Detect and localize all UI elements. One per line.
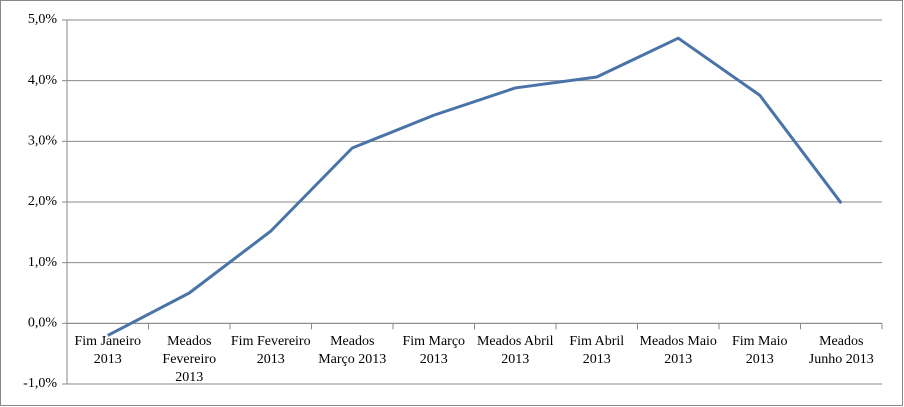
x-tick-label: Meados Fevereiro 2013 [162, 334, 217, 386]
x-tick-label: Meados Junho 2013 [808, 334, 874, 368]
x-tick-label: Meados Abril 2013 [476, 334, 554, 368]
x-tick-label: Fim Fevereiro 2013 [230, 334, 311, 368]
y-tick-label: 4,0% [28, 73, 58, 88]
x-tick-label: Fim Abril 2013 [569, 334, 625, 368]
x-tick-label: Fim Maio 2013 [731, 334, 788, 368]
y-tick-label: -1,0% [23, 376, 57, 391]
data-line [107, 36, 843, 337]
x-tick-label: Meados Maio 2013 [639, 334, 717, 368]
x-tick-label: Fim Janeiro 2013 [74, 334, 142, 368]
x-tick-label: Fim Março 2013 [402, 334, 466, 368]
y-tick-label: 2,0% [28, 194, 58, 209]
y-tick-label: 1,0% [28, 255, 58, 270]
y-tick-label: 0,0% [28, 316, 58, 331]
x-tick-label: Meados Março 2013 [318, 334, 387, 368]
y-tick-label: 3,0% [28, 134, 58, 149]
y-tick-label: 5,0% [28, 12, 58, 27]
